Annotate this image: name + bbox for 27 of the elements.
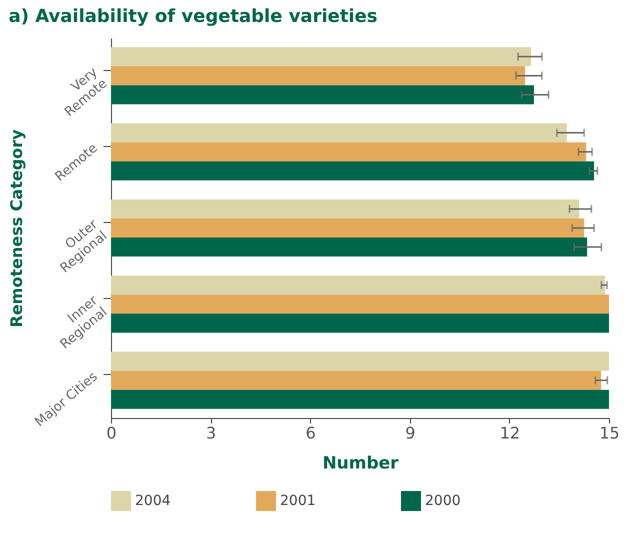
x-tick-label: 15 bbox=[599, 424, 620, 442]
legend-label: 2000 bbox=[425, 493, 461, 509]
bar bbox=[111, 199, 580, 218]
bar bbox=[111, 352, 609, 371]
bar bbox=[111, 142, 586, 162]
x-tick-label: 9 bbox=[405, 424, 416, 442]
x-tick-label: 3 bbox=[206, 424, 216, 442]
bar bbox=[111, 85, 534, 104]
legend-label: 2001 bbox=[280, 493, 316, 509]
bar bbox=[111, 390, 609, 409]
chart-title: a) Availability of vegetable varieties bbox=[8, 6, 378, 27]
bar bbox=[111, 314, 609, 333]
x-tick-label: 6 bbox=[306, 424, 316, 442]
bar bbox=[111, 276, 606, 295]
x-axis-title: Number bbox=[322, 454, 400, 474]
bar bbox=[111, 66, 526, 86]
x-tick-label: 12 bbox=[500, 424, 520, 442]
bar bbox=[111, 47, 531, 66]
bar bbox=[111, 294, 609, 314]
bar bbox=[111, 218, 584, 238]
bar bbox=[111, 123, 567, 142]
bar bbox=[111, 161, 594, 180]
x-tick-label: 0 bbox=[106, 424, 117, 442]
y-axis-title: Remoteness Category bbox=[7, 128, 26, 328]
bar bbox=[111, 370, 602, 390]
legend-label: 2004 bbox=[135, 493, 171, 509]
bar bbox=[111, 238, 588, 257]
